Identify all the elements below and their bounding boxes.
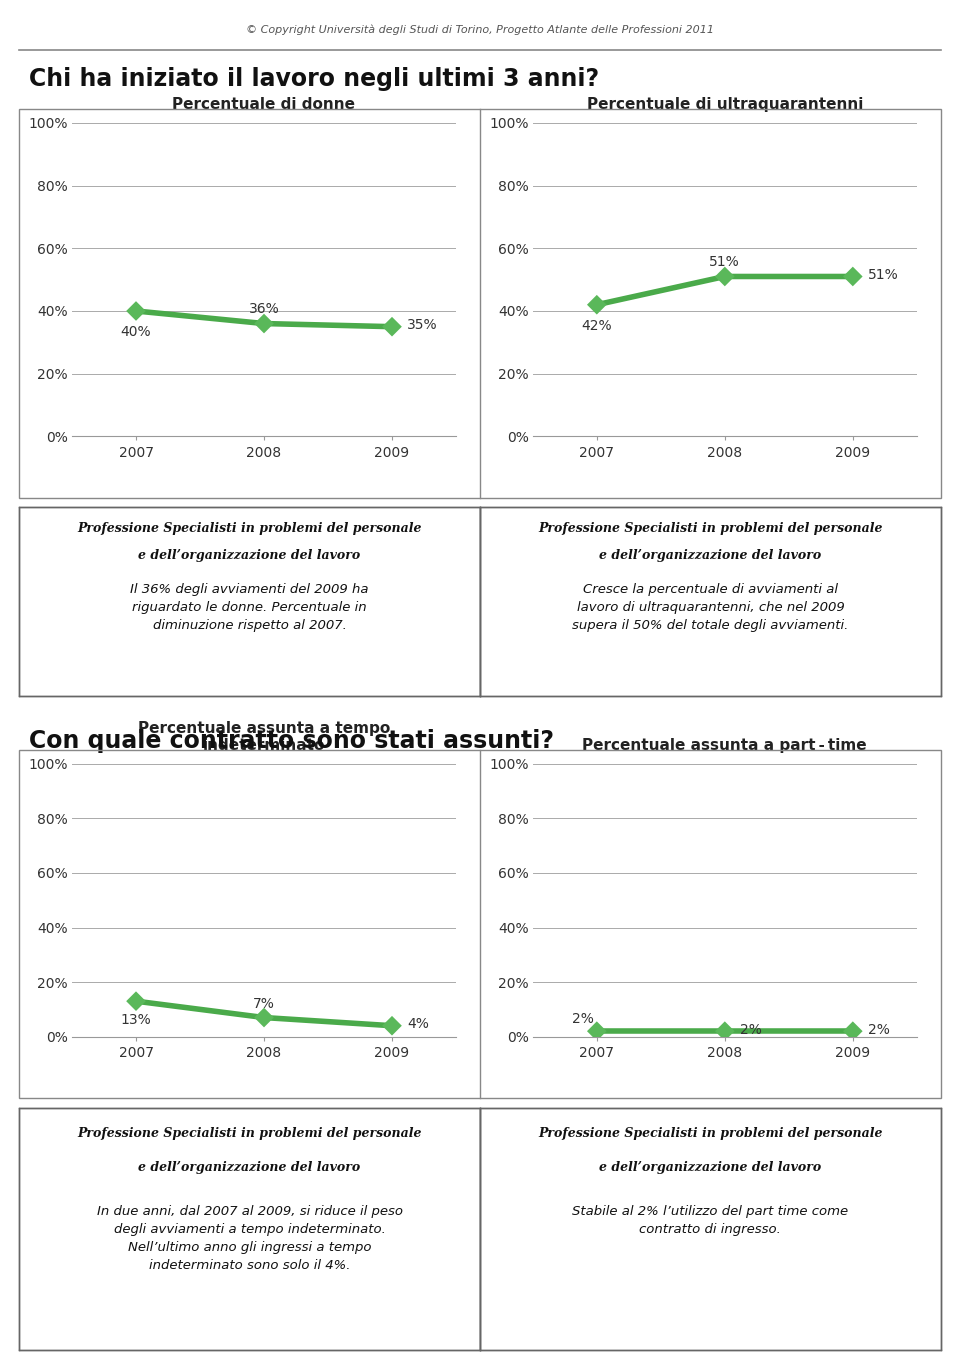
Point [256, 312, 272, 334]
Text: 51%: 51% [709, 255, 740, 269]
Point [129, 300, 144, 322]
Text: Cresce la percentuale di avviamenti al
lavoro di ultraquarantenni, che nel 2009
: Cresce la percentuale di avviamenti al l… [572, 582, 849, 632]
Text: e dell’organizzazione del lavoro: e dell’organizzazione del lavoro [138, 548, 361, 562]
Text: e dell’organizzazione del lavoro: e dell’organizzazione del lavoro [599, 1161, 822, 1174]
Point [256, 1007, 272, 1028]
Point [845, 266, 860, 288]
Point [589, 1020, 605, 1042]
Text: 51%: 51% [868, 267, 899, 282]
Point [845, 1020, 860, 1042]
Title: Percentuale di donne: Percentuale di donne [173, 97, 355, 112]
Text: Professione Specialisti in problemi del personale: Professione Specialisti in problemi del … [539, 1127, 882, 1140]
Text: 2%: 2% [868, 1023, 890, 1037]
Text: Professione Specialisti in problemi del personale: Professione Specialisti in problemi del … [78, 522, 421, 536]
Text: 4%: 4% [407, 1018, 429, 1031]
Title: Percentuale di ultraquarantenni: Percentuale di ultraquarantenni [587, 97, 863, 112]
Point [129, 990, 144, 1012]
Text: 13%: 13% [121, 1013, 152, 1027]
Text: 2%: 2% [740, 1023, 762, 1037]
Text: 35%: 35% [407, 318, 438, 331]
Text: In due anni, dal 2007 al 2009, si riduce il peso
degli avviamenti a tempo indete: In due anni, dal 2007 al 2009, si riduce… [97, 1204, 402, 1271]
Text: 40%: 40% [121, 325, 152, 340]
Text: Con quale contratto sono stati assunti?: Con quale contratto sono stati assunti? [29, 728, 554, 753]
Point [717, 266, 732, 288]
Title: Percentuale assunta a part - time: Percentuale assunta a part - time [583, 738, 867, 753]
Text: Stabile al 2% l’utilizzo del part time come
contratto di ingresso.: Stabile al 2% l’utilizzo del part time c… [572, 1204, 849, 1236]
Text: Professione Specialisti in problemi del personale: Professione Specialisti in problemi del … [78, 1127, 421, 1140]
Text: Professione Specialisti in problemi del personale: Professione Specialisti in problemi del … [539, 522, 882, 536]
Text: Chi ha iniziato il lavoro negli ultimi 3 anni?: Chi ha iniziato il lavoro negli ultimi 3… [29, 67, 599, 91]
Text: Il 36% degli avviamenti del 2009 ha
riguardato le donne. Percentuale in
diminuzi: Il 36% degli avviamenti del 2009 ha rigu… [131, 582, 369, 632]
Text: 7%: 7% [253, 997, 275, 1011]
Text: 36%: 36% [249, 301, 279, 315]
Point [717, 1020, 732, 1042]
Title: Percentuale assunta a tempo
indeterminato: Percentuale assunta a tempo indeterminat… [138, 720, 390, 753]
Text: © Copyright Università degli Studi di Torino, Progetto Atlante delle Professioni: © Copyright Università degli Studi di To… [246, 25, 714, 35]
Text: 2%: 2% [572, 1012, 594, 1026]
Text: e dell’organizzazione del lavoro: e dell’organizzazione del lavoro [599, 548, 822, 562]
Point [384, 1015, 399, 1037]
Text: 42%: 42% [582, 319, 612, 333]
Point [589, 293, 605, 315]
Point [384, 315, 399, 337]
Text: e dell’organizzazione del lavoro: e dell’organizzazione del lavoro [138, 1161, 361, 1174]
